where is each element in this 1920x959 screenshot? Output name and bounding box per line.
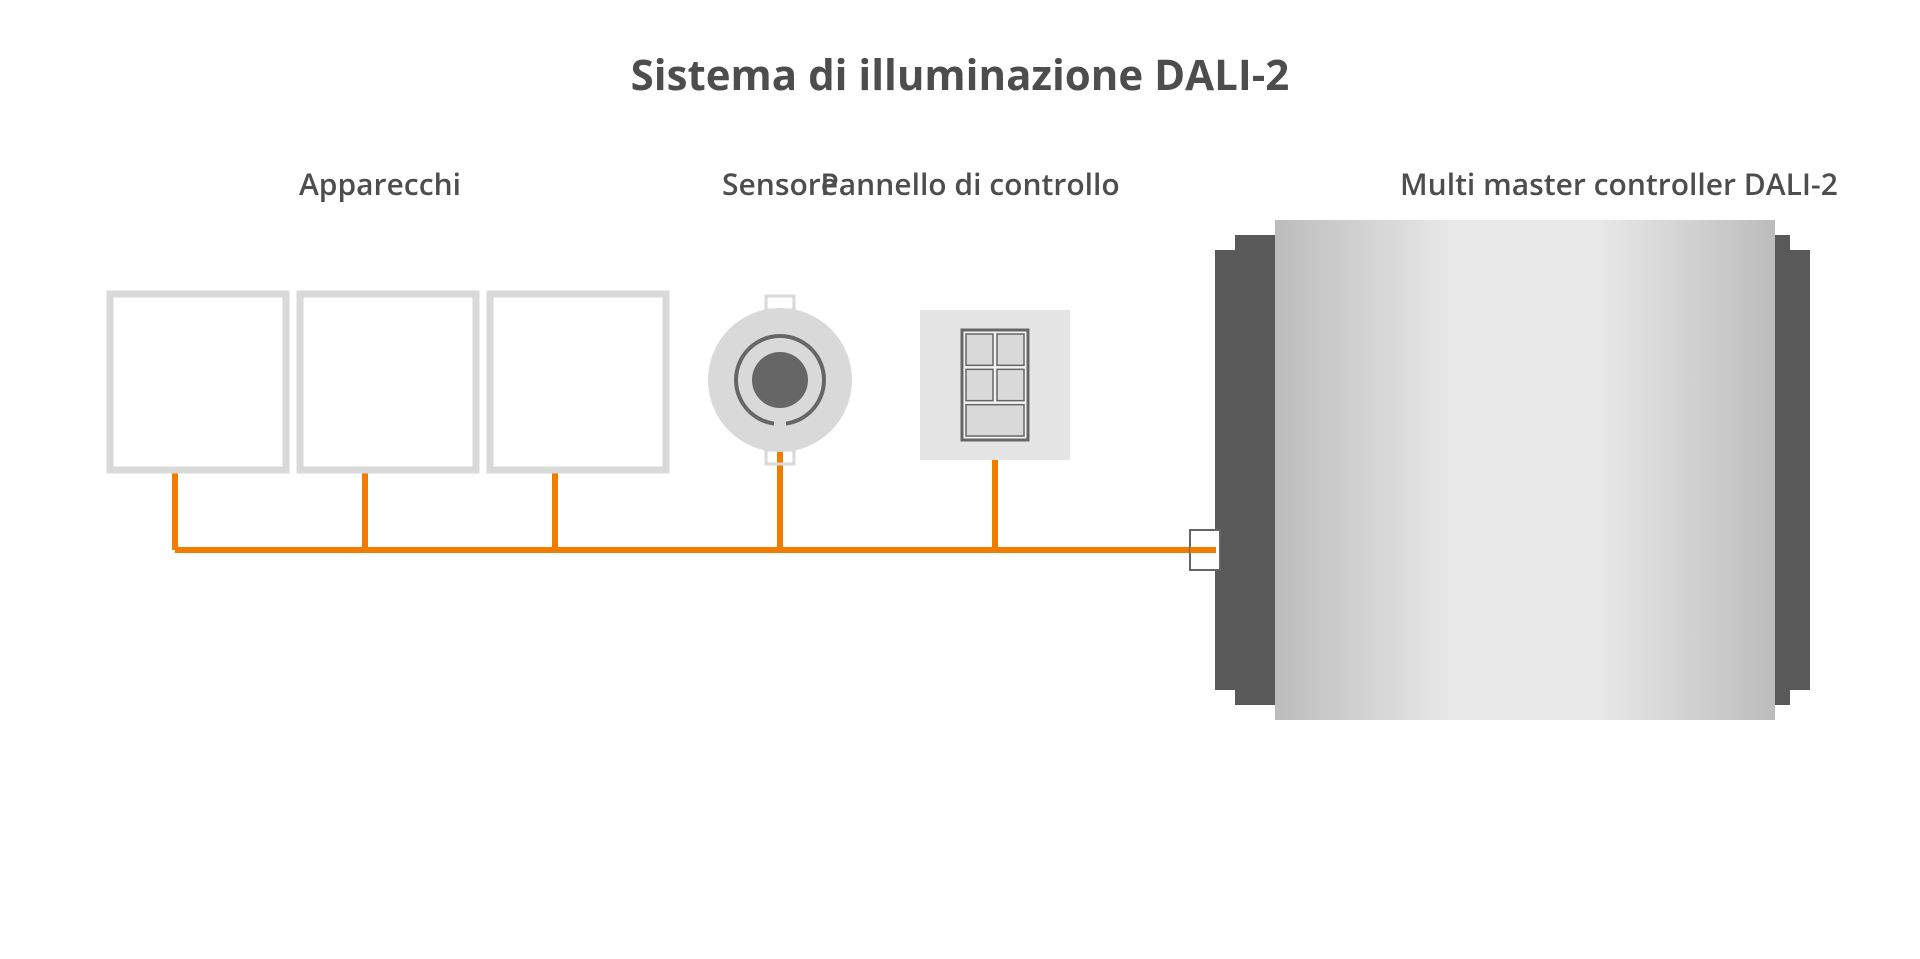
control-panel-icon	[920, 310, 1070, 460]
multi-master-controller-icon	[1190, 220, 1810, 720]
sensor-icon	[708, 296, 852, 464]
label-controller: Multi master controller DALI-2	[1400, 163, 1838, 204]
label-luminaires: Apparecchi	[299, 163, 461, 204]
diagram-title: Sistema di illuminazione DALI-2	[631, 46, 1290, 103]
luminaires-group	[110, 294, 666, 470]
luminaire-icon	[110, 294, 286, 470]
luminaire-icon	[300, 294, 476, 470]
label-panel: Pannello di controllo	[820, 163, 1119, 204]
luminaire-icon	[490, 294, 666, 470]
dali2-diagram: Sistema di illuminazione DALI-2 Apparecc…	[0, 0, 1920, 959]
